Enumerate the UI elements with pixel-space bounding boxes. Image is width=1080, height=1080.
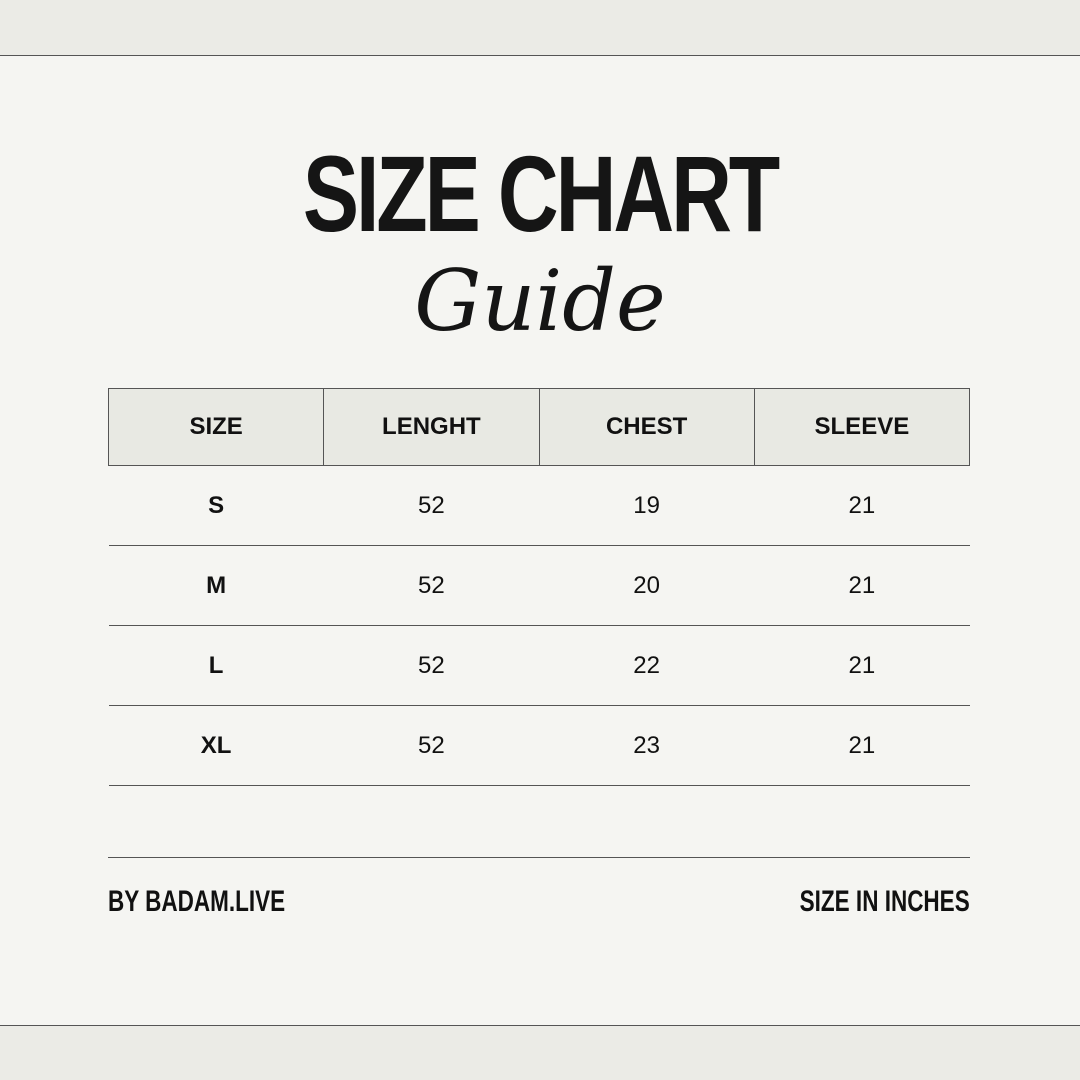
table-cell: S [108,465,324,546]
table-row: XL 52 23 21 [108,705,970,786]
header-size: SIZE [107,388,325,466]
table-cell: 52 [323,705,539,786]
table-cell: 21 [754,625,970,706]
table-cell: 52 [323,545,539,626]
table-row: M 52 20 21 [108,545,970,626]
page-subtitle: Guide [414,252,666,350]
header-chest: CHEST [538,388,755,466]
table-cell: 21 [754,705,970,786]
table-row: L 52 22 21 [108,625,970,706]
table-row: S 52 19 21 [108,465,970,546]
footer-brand: BY BADAM.LIVE [108,885,286,918]
footer-unit: SIZE IN INCHES [799,885,970,918]
table-cell: L [108,625,324,706]
table-cell: 52 [323,465,539,546]
header-length: LENGHT [323,388,540,466]
table-cell: 21 [754,545,970,626]
table-cell: 21 [754,465,970,546]
table-cell: 52 [323,625,539,706]
table-cell: 20 [539,545,755,626]
page-title: SIZE CHART [302,133,780,254]
size-table: SIZE LENGHT CHEST SLEEVE S 52 19 21 M 52 20 21 L… [107,388,971,786]
table-cell: 23 [539,705,755,786]
table-cell: 19 [539,465,755,546]
table-cell: XL [108,705,324,786]
table-cell: M [108,545,324,626]
table-cell: 22 [539,625,755,706]
divider [108,857,970,858]
header-sleeve: SLEEVE [753,388,971,466]
